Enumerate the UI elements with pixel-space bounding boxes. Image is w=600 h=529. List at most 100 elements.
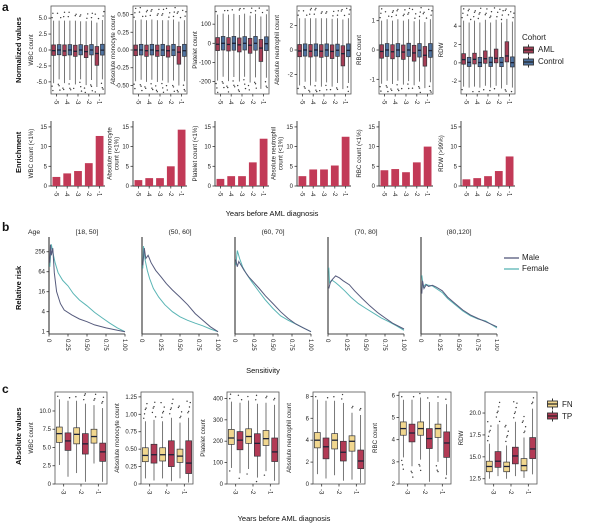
- svg-text:-1: -1: [96, 99, 102, 105]
- svg-text:0: 0: [306, 482, 310, 488]
- svg-text:-1: -1: [180, 489, 186, 495]
- svg-text:-3: -3: [402, 191, 408, 197]
- svg-text:4: 4: [42, 310, 46, 316]
- svg-text:100: 100: [213, 461, 224, 467]
- svg-text:-5: -5: [298, 99, 304, 105]
- svg-text:-2: -2: [249, 489, 255, 495]
- svg-text:8: 8: [306, 394, 310, 400]
- svg-text:-2: -2: [85, 191, 91, 197]
- relative-risk-axis-label: Relative risk: [14, 265, 23, 311]
- legend-item-male: Male: [504, 252, 549, 263]
- normalized-values-axis-label: Normalized values: [14, 17, 23, 83]
- svg-text:0.75: 0.75: [474, 339, 480, 351]
- svg-text:5: 5: [392, 415, 396, 421]
- enrichment-axis-label: Enrichment: [14, 131, 23, 173]
- svg-text:6: 6: [306, 416, 310, 422]
- legend-box-icon: [523, 56, 534, 67]
- svg-text:Absolute neutrophil: Absolute neutrophil: [271, 127, 278, 180]
- legend-item-control: Control: [522, 56, 564, 68]
- svg-text:0.00: 0.00: [117, 48, 129, 54]
- svg-text:2: 2: [454, 43, 458, 49]
- svg-text:0.50: 0.50: [176, 339, 182, 351]
- sex-legend: Male Female: [504, 252, 549, 274]
- svg-text:0.50: 0.50: [269, 339, 275, 351]
- legend-item-label: Control: [538, 57, 564, 66]
- svg-text:-5: -5: [380, 99, 386, 105]
- svg-text:-2: -2: [507, 489, 513, 495]
- svg-text:10: 10: [40, 145, 47, 151]
- svg-text:-1: -1: [370, 77, 376, 83]
- svg-text:0.25: 0.25: [343, 339, 349, 351]
- svg-text:7.5: 7.5: [43, 427, 52, 433]
- svg-text:5: 5: [126, 164, 130, 170]
- svg-text:-3: -3: [74, 191, 80, 197]
- svg-text:WBC count: WBC count: [28, 422, 35, 454]
- svg-text:1.00: 1.00: [121, 339, 127, 351]
- svg-text:0.25: 0.25: [125, 465, 137, 471]
- svg-text:0.75: 0.75: [288, 339, 294, 351]
- svg-text:2.5: 2.5: [43, 464, 52, 470]
- svg-text:-1: -1: [506, 99, 512, 105]
- svg-text:0.25: 0.25: [436, 339, 442, 351]
- svg-text:-3: -3: [238, 191, 244, 197]
- svg-text:-4: -4: [227, 191, 233, 197]
- svg-text:2: 2: [290, 24, 294, 30]
- svg-text:WBC count: WBC count: [28, 34, 35, 66]
- svg-text:-4: -4: [227, 99, 233, 105]
- panel-c-row: Absolute values 10.0 7.5 5.0 2.5 0 WBC count -…: [12, 388, 573, 519]
- svg-text:-2: -2: [421, 489, 427, 495]
- svg-text:0: 0: [231, 339, 237, 343]
- svg-text:1.00: 1.00: [214, 339, 220, 351]
- svg-text:(60, 70]: (60, 70]: [261, 229, 284, 236]
- svg-text:15: 15: [122, 125, 129, 131]
- svg-text:16: 16: [38, 290, 45, 296]
- charts-a-top-svg: 5.0 2.5 0.0 -2.5 -5.0 WBC count -5 -4 -3 -2 -1 0.50…: [28, 5, 516, 105]
- panel-a-top-row: Normalized values 5.0 2.5 0.0 -2.5 -5.0 WBC c…: [12, 2, 564, 119]
- svg-text:0: 0: [290, 48, 294, 54]
- svg-text:RDW (>99%): RDW (>99%): [438, 135, 445, 172]
- svg-text:-5: -5: [52, 99, 58, 105]
- svg-text:-5: -5: [52, 191, 58, 197]
- svg-text:-3: -3: [146, 489, 152, 495]
- charts-b-svg: Age [18, 50] 256 64 16 4 1 0 0.25 0.50 0.75 1.00 (50…: [28, 229, 499, 351]
- svg-text:15: 15: [40, 125, 47, 131]
- svg-text:-5.0: -5.0: [37, 80, 48, 86]
- svg-text:15.0: 15.0: [469, 455, 481, 461]
- svg-text:-1: -1: [506, 191, 512, 197]
- svg-text:-1: -1: [342, 99, 348, 105]
- svg-text:10: 10: [450, 145, 457, 151]
- svg-text:-3: -3: [484, 99, 490, 105]
- fn-tp-legend: FN TP: [546, 398, 573, 422]
- svg-text:1.00: 1.00: [125, 412, 137, 418]
- svg-text:256: 256: [35, 250, 46, 256]
- svg-text:0.25: 0.25: [117, 30, 129, 36]
- sensitivity-label: Sensitivity: [246, 366, 280, 375]
- svg-text:10: 10: [122, 145, 129, 151]
- svg-text:0: 0: [372, 48, 376, 54]
- svg-text:5: 5: [454, 164, 458, 170]
- svg-text:-3: -3: [60, 489, 66, 495]
- svg-text:-3: -3: [156, 99, 162, 105]
- svg-text:WBC count (<1%): WBC count (<1%): [28, 129, 35, 179]
- svg-text:64: 64: [38, 270, 45, 276]
- svg-text:-5: -5: [216, 191, 222, 197]
- svg-text:0: 0: [45, 339, 51, 343]
- svg-text:Absolute neutrophil count: Absolute neutrophil count: [274, 15, 281, 85]
- svg-text:-4: -4: [309, 191, 315, 197]
- svg-text:Platelet count: Platelet count: [200, 419, 207, 457]
- svg-text:-3: -3: [484, 191, 490, 197]
- svg-text:RBC count: RBC count: [372, 423, 379, 453]
- svg-text:-5: -5: [134, 99, 140, 105]
- svg-text:5: 5: [208, 164, 212, 170]
- svg-text:-2: -2: [163, 489, 169, 495]
- svg-text:-4: -4: [63, 99, 69, 105]
- svg-text:0: 0: [208, 41, 212, 47]
- svg-text:(50, 60]: (50, 60]: [168, 229, 191, 236]
- svg-text:-5: -5: [134, 191, 140, 197]
- svg-text:-1: -1: [424, 99, 430, 105]
- svg-text:12.5: 12.5: [469, 477, 481, 483]
- legend-title: Cohort: [522, 32, 547, 42]
- svg-text:0: 0: [372, 184, 376, 190]
- svg-text:-2: -2: [335, 489, 341, 495]
